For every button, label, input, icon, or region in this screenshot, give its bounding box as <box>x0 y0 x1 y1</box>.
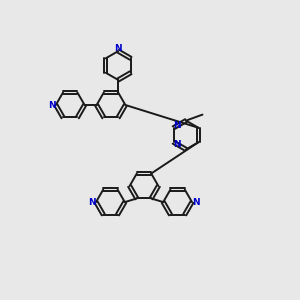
Text: N: N <box>192 198 200 207</box>
Text: N: N <box>173 121 181 130</box>
Text: N: N <box>88 198 96 207</box>
Text: N: N <box>48 100 56 109</box>
Text: N: N <box>114 44 122 52</box>
Text: N: N <box>173 140 181 149</box>
